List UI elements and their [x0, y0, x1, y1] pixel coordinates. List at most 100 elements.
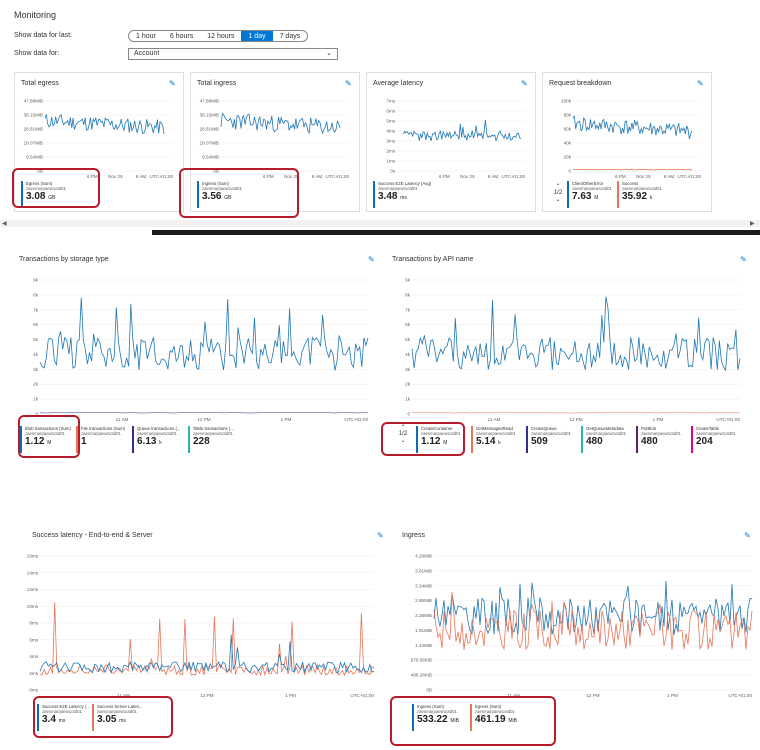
legend-series-name: CreateContainer [421, 426, 453, 431]
x-tick-label: Nov 25 [636, 174, 651, 179]
legend-item[interactable]: Egress (Sum) zaesmarpaew1otd01 3.08 GB [21, 181, 66, 208]
legend-item[interactable]: CreateContainer zaesmarpaew1otd01 1.12 M [416, 426, 461, 453]
legend-value: 228 [193, 436, 210, 447]
y-tick-label: 2k [33, 382, 39, 387]
legend-value: 3.08 GB [26, 191, 56, 202]
pin-icon[interactable]: ✎ [169, 79, 176, 88]
y-tick-label: 10ms [27, 604, 39, 609]
legend-item[interactable]: Ingress (Sum) zaesmarpaew1otd01 3.56 GB [197, 181, 242, 208]
panel-transactions-by-storage-type: Transactions by storage type ✎ 9k 8k 7k 6k 5… [14, 252, 380, 482]
legend-item[interactable]: Success E2E Latency (... zaesmarpaew1otd… [37, 704, 90, 731]
y-tick-label: 9k [33, 278, 39, 283]
y-tick-label: 38.15MiB [24, 113, 43, 118]
legend-series-name: GetQueueMetadata [586, 426, 624, 431]
horizontal-scrollbar[interactable]: ◀ ▶ [0, 220, 760, 227]
time-option-1-day[interactable]: 1 day [241, 31, 273, 41]
x-tick-label: 12 PM [586, 693, 599, 698]
panel-title: Success latency - End-to-end & Server [32, 532, 153, 539]
pin-icon[interactable]: ✎ [345, 79, 352, 88]
x-tick-label: UTC+01:00 [501, 174, 525, 179]
x-tick-label: 6 PM [263, 174, 274, 179]
chart-svg: 47.68MiB 38.15MiB 28.61MiB 19.07MiB 9.54MiB 0… [200, 99, 350, 180]
time-option-1-hour[interactable]: 1 hour [136, 32, 156, 40]
tile-average-latency[interactable]: Average latency ✎ 7ms 6ms 5ms 4ms 3ms 2ms 1ms 0… [366, 72, 536, 212]
y-tick-label: 2ms [386, 149, 395, 154]
legend-item[interactable]: File transactions (Sum) zaesmarpaew1otd0… [76, 426, 125, 453]
pin-icon[interactable]: ✎ [368, 255, 375, 264]
x-tick-label: 12 PM [200, 693, 213, 698]
y-tick-label: 7k [405, 307, 411, 312]
legend-value: 533.22 MiB [417, 714, 459, 725]
legend-series-name: Blob transactions (Sum) [25, 426, 71, 431]
x-tick-label: UTC+01:00 [350, 693, 374, 698]
page-title: Monitoring [14, 10, 57, 20]
legend-item[interactable]: Table transactions (... zaesmarpaew1otd0… [188, 426, 234, 453]
pager-text: 1/2 [553, 190, 563, 196]
arrow-right-icon[interactable]: ▶ [750, 221, 755, 227]
y-tick-label: 47.68MiB [24, 99, 43, 104]
chevron-down-icon[interactable]: ⌄ [555, 197, 561, 203]
legend-item[interactable]: GetQueueMetadata zaesmarpaew1otd01 480 [581, 426, 626, 453]
legend-item[interactable]: Blob transactions (Sum) zaesmarpaew1otd0… [20, 426, 71, 453]
legend-resource: zaesmarpaew1otd01 [26, 186, 66, 191]
legend-series-name: Queue transactions (... [137, 426, 181, 431]
legend-item[interactable]: GetMessagesRead zaesmarpaew1otd01 5.14 k [471, 426, 516, 453]
pin-icon[interactable]: ✎ [521, 79, 528, 88]
y-tick-label: 9.54MiB [202, 155, 219, 160]
pin-icon[interactable]: ✎ [697, 79, 704, 88]
panel-title: Transactions by storage type [19, 256, 109, 263]
legend-resource: zaesmarpaew1otd01 [696, 431, 736, 436]
y-tick-label: 0 [407, 412, 410, 417]
time-option-7-days[interactable]: 7 days [279, 32, 301, 40]
scope-dropdown[interactable]: Account ⌄ [128, 48, 338, 60]
pin-icon[interactable]: ✎ [740, 255, 747, 264]
x-tick-label: 6 AM [136, 174, 147, 179]
time-option-12-hours[interactable]: 12 hours [207, 32, 235, 40]
chart-svg: 9k 8k 7k 6k 5k 4k 3k 2k 1k 0 11 AM 12 PM 1 PM UTC+01:… [33, 278, 368, 423]
arrow-left-icon[interactable]: ◀ [2, 221, 7, 227]
x-tick-label: 11 AM [507, 693, 520, 698]
y-tick-label: 0B [213, 169, 219, 174]
legend-series-name: Table transactions (... [193, 426, 234, 431]
legend-item[interactable]: Queue transactions (... zaesmarpaew1otd0… [132, 426, 180, 453]
y-tick-label: 12ms [27, 587, 39, 592]
tile-request-breakdown[interactable]: Request breakdown ✎ ⌃ 1/2 ⌄ 100k 80k 60k 40… [542, 72, 712, 212]
chevron-down-icon: ⌄ [326, 50, 332, 57]
y-tick-label: 8k [33, 292, 39, 297]
legend-resource: zaesmarpaew1otd01 [641, 431, 681, 436]
y-tick-label: 100k [561, 99, 572, 104]
x-tick-label: UTC+01:00 [325, 174, 349, 179]
legend-item[interactable]: PutBlob zaesmarpaew1otd01 480 [636, 426, 681, 453]
chevron-up-icon[interactable]: ⌃ [400, 425, 406, 431]
panel-transactions-by-api-name: Transactions by API name ✎ ⌃ 1/2 ⌄ 9k 8k 7… [386, 252, 752, 482]
legend-item[interactable]: Success Server Laten... zaesmarpaew1otd0… [92, 704, 143, 731]
chevron-down-icon[interactable]: ⌄ [400, 438, 406, 444]
legend-item[interactable]: CreateQueue zaesmarpaew1otd01 509 [526, 426, 571, 453]
tile-total-ingress[interactable]: Total ingress ✎ 47.68MiB 38.15MiB 28.61MiB… [190, 72, 360, 212]
scrollbar-thumb[interactable] [152, 230, 760, 235]
series-line [39, 634, 375, 674]
time-option-6-hours[interactable]: 6 hours [169, 32, 194, 40]
legend-color-bar [636, 426, 638, 453]
legend-series-name: Success E2E Latency (... [42, 704, 91, 709]
chevron-up-icon[interactable]: ⌃ [555, 184, 561, 190]
legend-resource: zaesmarpaew1otd01 [193, 431, 233, 436]
legend-item[interactable]: Success E2E Latency (Avg) zaesmarpaew1ot… [373, 181, 431, 208]
x-tick-label: Nov 25 [284, 174, 299, 179]
legend-item[interactable]: ClientOtherError zaesmarpaew1otd01 7.63 … [567, 181, 612, 208]
legend-item[interactable]: Egress (Sum) zaesmarpaew1otd01 461.19 Mi… [470, 704, 517, 731]
legend-item[interactable]: Ingress (Sum) zaesmarpaew1otd01 533.22 M… [412, 704, 459, 731]
y-tick-label: 19.07MiB [24, 141, 43, 146]
legend-value: 480 [641, 436, 658, 447]
legend-item[interactable]: Success zaesmarpaew1otd01 35.92 k [617, 181, 662, 208]
pager-text: 1/2 [398, 431, 408, 437]
legend-color-bar [20, 426, 22, 453]
x-tick-label: 1 PM [667, 693, 678, 698]
pin-icon[interactable]: ✎ [377, 531, 384, 540]
y-tick-label: 6ms [386, 109, 395, 114]
legend-color-bar [617, 181, 619, 208]
legend-item[interactable]: CreateTable zaesmarpaew1otd01 204 [691, 426, 736, 453]
legend-resource: zaesmarpaew1otd01 [202, 186, 242, 191]
pin-icon[interactable]: ✎ [744, 531, 751, 540]
legend-resource: zaesmarpaew1otd01 [42, 709, 82, 714]
